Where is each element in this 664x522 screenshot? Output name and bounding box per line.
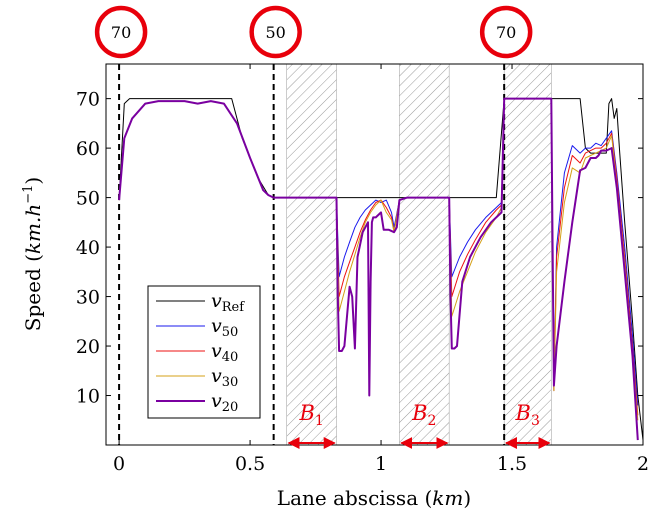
speed-limit-signs: 70 50 70 [94,5,533,59]
speed-sign-value-3: 70 [496,23,516,42]
hatched-zone-3 [503,63,552,446]
x-tick-label: 0 [113,453,125,475]
x-axis-ticks: 0 0.5 1 1.5 2 [113,64,649,475]
legend-label-ref: vRef [211,290,245,315]
hatched-zones [286,63,552,446]
legend-box [147,285,261,419]
y-tick-label: 70 [76,89,100,111]
zone-label-2: B2 [411,401,436,429]
speed-sign-ring-1 [94,5,148,59]
hatched-zone-2 [399,63,450,446]
y-tick-label: 20 [76,336,100,358]
zone-label-1: B1 [298,401,323,429]
zone-labels: B1 B2 B3 [287,401,551,449]
hatched-zone-1 [286,63,337,446]
legend-label-20: v20 [211,390,238,415]
legend-label-50: v50 [211,315,238,340]
legend-label-30: v30 [211,365,238,390]
speed-sign-value-1: 70 [111,23,131,42]
x-tick-label: 1 [375,453,387,475]
legend-label-40: v40 [211,340,238,365]
x-tick-label: 2 [637,453,649,475]
y-tick-label: 30 [76,287,100,309]
x-axis-label: Lane abscissa (km) [277,486,471,510]
y-axis-ticks: 10 20 30 40 50 60 70 [76,89,643,408]
speed-sign-ring-2 [249,5,302,59]
zone-label-3: B3 [515,401,540,429]
plot-frame [105,63,644,446]
y-axis-label: Speed (km.h−1) [21,177,45,331]
y-tick-label: 50 [76,188,100,210]
speed-sign-value-2: 50 [265,23,285,42]
series-lines [118,97,643,441]
x-tick-label: 1.5 [497,453,527,475]
y-tick-label: 10 [76,386,100,408]
series-line-20 [118,97,639,441]
speed-sign-ring-3 [479,5,533,59]
y-tick-label: 40 [76,237,100,259]
x-tick-label: 0.5 [235,453,265,475]
y-tick-label: 60 [76,138,100,160]
